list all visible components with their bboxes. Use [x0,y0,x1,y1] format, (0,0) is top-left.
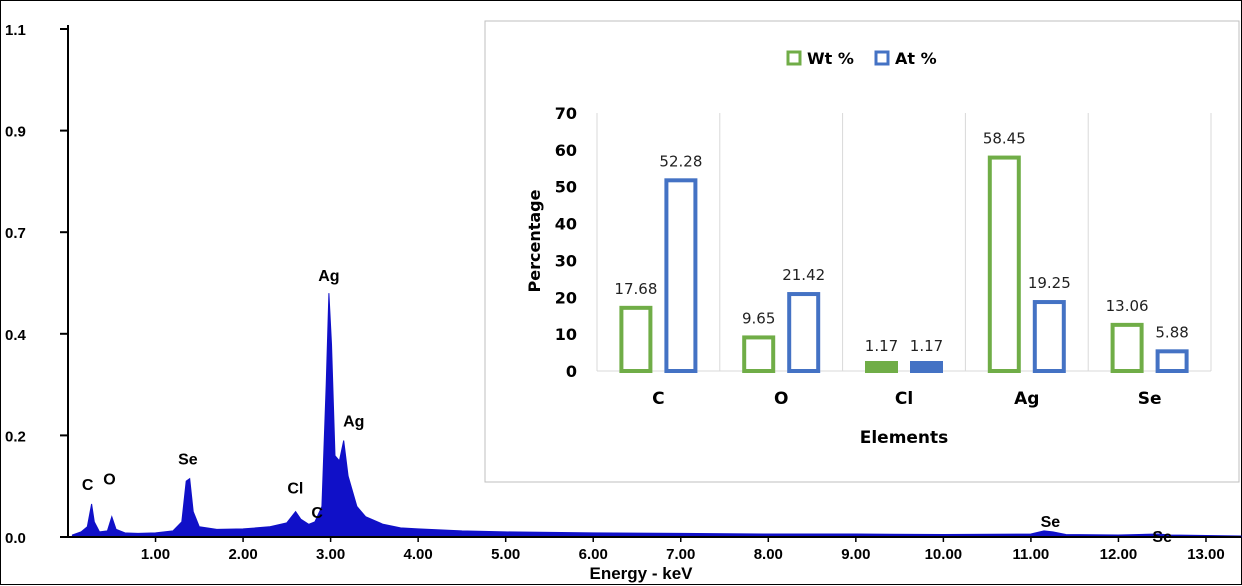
spectrum-y-tick-label: 0.4 [5,327,27,344]
inset-data-label: 5.88 [1155,323,1188,341]
inset-bar-at-se [1155,349,1189,374]
inset-data-label: 1.17 [910,337,943,355]
inset-bar-wt-c [619,305,653,374]
inset-y-tick-label: 30 [555,251,577,270]
spectrum-x-tick-label: 13.00 [1187,546,1225,563]
inset-y-tick-label: 10 [555,325,577,344]
spectrum-x-tick-label: 12.00 [1100,546,1138,563]
spectrum-y-tick-label: 1.1 [5,22,26,39]
spectrum-x-tick-label: 7.00 [666,546,695,563]
spectrum-x-tick-label: 3.00 [316,546,345,563]
inset-bar-wt-cl [865,361,898,373]
spectrum-peak-label: O [103,472,115,489]
inset-y-tick-label: 60 [555,141,577,160]
inset-bar-wt-ag [987,155,1021,373]
inset-data-label: 17.68 [614,280,657,298]
spectrum-peak-label: Se [1152,529,1172,546]
composition-bar-chart: 0 10 20 30 40 50 60 70 17.68 52.28 C 9.65 21.42 O 1.1… [484,20,1240,483]
inset-bar-wt-se [1110,322,1144,373]
spectrum-area [71,293,1242,538]
spectrum-peak-label: Ag [318,268,339,285]
inset-y-tick-label: 50 [555,178,577,197]
spectrum-peak-label: C [82,477,94,494]
spectrum-y-tick-label: 0.7 [5,225,26,242]
spectrum-x-tick-label: 10.00 [925,546,963,563]
inset-data-label: 21.42 [782,266,825,284]
inset-data-label: 13.06 [1106,297,1149,315]
spectrum-x-tick-label: 6.00 [579,546,608,563]
inset-category-label: Cl [895,389,913,409]
legend-label: At % [895,49,937,68]
legend-label: Wt % [807,49,854,68]
inset-bar-wt-o [742,335,776,374]
inset-data-label: 1.17 [865,337,898,355]
inset-data-label: 9.65 [742,309,775,327]
inset-y-tick-label: 40 [555,215,577,234]
legend-swatch-0 [786,50,802,66]
spectrum-peak-label: Se [1041,514,1061,531]
spectrum-peak-label: Se [178,452,198,469]
inset-data-label: 52.28 [659,152,702,170]
inset-category-label: Ag [1014,389,1039,409]
spectrum-y-tick-label: 0.0 [5,530,26,547]
inset-panel [484,20,1240,483]
spectrum-x-tick-label: 11.00 [1013,546,1050,563]
inset-bar-at-ag [1032,300,1066,373]
inset-y-tick-label: 20 [555,288,577,307]
spectrum-y-tick-label: 0.2 [5,428,26,445]
spectrum-x-tick-label: 2.00 [228,546,257,563]
inset-y-tick-label: 0 [566,362,577,381]
spectrum-x-tick-label: 8.00 [754,546,783,563]
spectrum-x-tick-label: 4.00 [404,546,433,563]
inset-x-axis-label: Elements [860,428,949,448]
inset-y-tick-label: 70 [555,104,577,123]
spectrum-x-tick-label: 9.00 [841,546,870,563]
inset-bar-at-c [664,178,698,373]
spectrum-peak-label: C [311,505,323,522]
legend-swatch-1 [874,50,890,66]
inset-category-label: Se [1138,389,1162,409]
spectrum-x-tick-label: 1.00 [141,546,170,563]
inset-bar-at-cl [910,361,943,373]
spectrum-x-axis-label: Energy - keV [590,564,694,583]
spectrum-peak-label: Cl [287,481,303,498]
inset-category-label: C [652,389,664,409]
spectrum-x-tick-label: 5.00 [491,546,520,563]
inset-data-label: 19.25 [1028,274,1071,292]
inset-bar-at-o [787,292,821,373]
inset-y-axis-label: Percentage [525,189,544,292]
eds-spectrum-chart: 0.0 0.2 0.4 0.7 0.9 1.1 1.00 2.00 3.00 4.00 5.00 6.… [5,22,1242,583]
spectrum-peak-label: Ag [343,413,364,430]
spectrum-y-tick-label: 0.9 [5,124,26,141]
inset-category-label: O [774,389,788,409]
inset-data-label: 58.45 [983,130,1026,148]
